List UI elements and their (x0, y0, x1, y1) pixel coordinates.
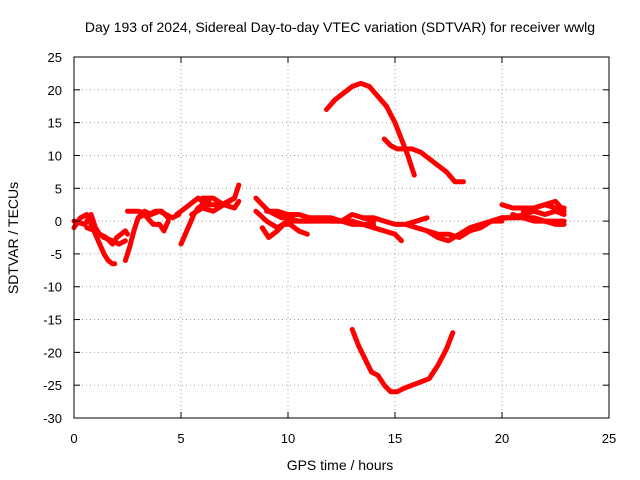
series-trace-13 (259, 221, 310, 240)
series-trace-3 (84, 225, 128, 247)
series-trace-9 (189, 198, 242, 217)
series-trace-10 (199, 195, 237, 208)
grid (74, 57, 609, 418)
x-tick-labels: 0 5 10 15 20 25 (70, 431, 616, 446)
series-trace-19 (360, 215, 430, 227)
x-tick-label: 0 (70, 431, 77, 446)
chart-title: Day 193 of 2024, Sidereal Day-to-day VTE… (85, 19, 595, 35)
series-trace-15 (285, 215, 404, 244)
y-tick-labels: -30 -25 -20 -15 -10 -5 0 5 10 15 20 25 (43, 50, 62, 426)
series-trace-22 (488, 208, 567, 224)
y-tick-label: -5 (50, 247, 62, 262)
series-trace-4 (122, 208, 182, 263)
y-tick-label: -10 (43, 280, 62, 295)
y-tick-label: 20 (48, 83, 62, 98)
series-trace-6 (135, 212, 171, 234)
series-layer (71, 80, 567, 395)
y-tick-label: 25 (48, 50, 62, 65)
axis-ticks (73, 56, 610, 419)
plot-frame (73, 56, 610, 419)
y-tick-label: 15 (48, 116, 62, 131)
x-axis-title: GPS time / hours (287, 457, 394, 473)
y-tick-label: 0 (55, 214, 62, 229)
series-trace-14 (264, 208, 377, 224)
x-tick-label: 20 (495, 431, 509, 446)
x-tick-label: 10 (281, 431, 295, 446)
y-tick-label: -30 (43, 411, 62, 426)
x-tick-label: 15 (388, 431, 402, 446)
y-tick-label: -20 (43, 345, 62, 360)
series-trace-17 (381, 136, 466, 185)
x-tick-label: 25 (602, 431, 616, 446)
y-tick-label: 5 (55, 181, 62, 196)
series-trace-1 (71, 212, 118, 267)
series-trace-16 (324, 80, 417, 178)
x-tick-label: 5 (177, 431, 184, 446)
series-trace-18 (349, 326, 456, 395)
series-trace-7 (174, 195, 212, 217)
series-trace-5 (125, 208, 171, 221)
y-axis-title: SDTVAR / TECUs (5, 182, 21, 294)
y-tick-label: -15 (43, 313, 62, 328)
series-trace-25 (510, 212, 567, 227)
series-trace-24 (520, 198, 567, 214)
y-tick-label: 10 (48, 148, 62, 163)
y-tick-label: -25 (43, 378, 62, 393)
